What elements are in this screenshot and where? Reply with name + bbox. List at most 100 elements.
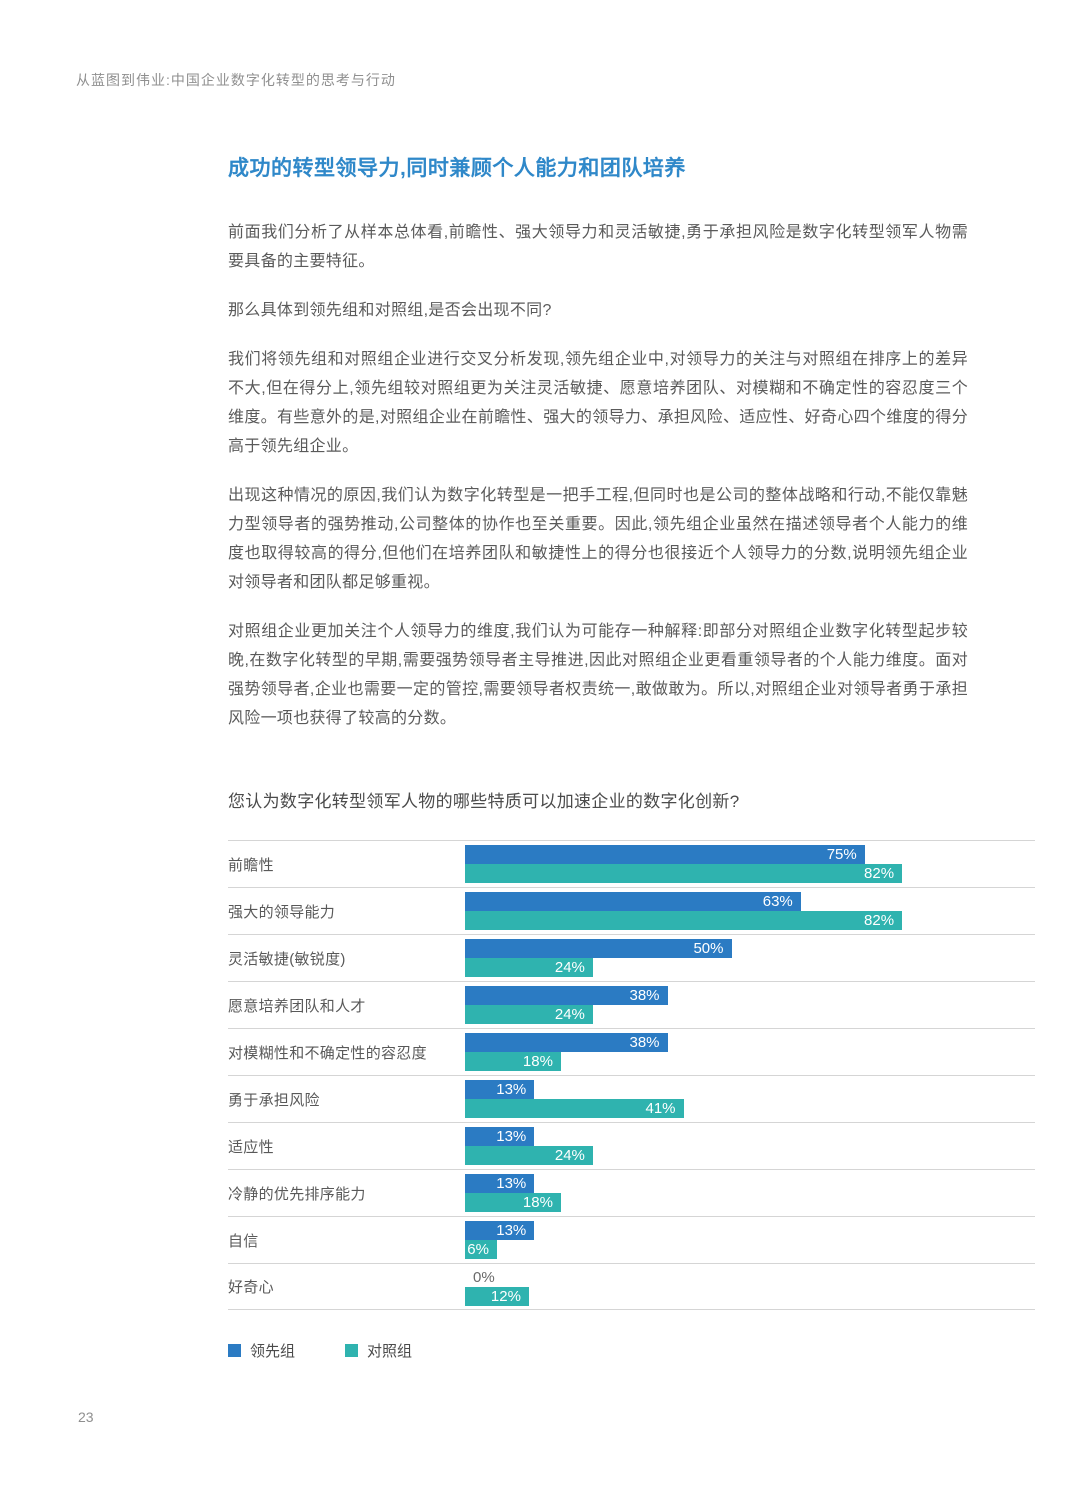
paragraph: 出现这种情况的原因,我们认为数字化转型是一把手工程,但同时也是公司的整体战略和行… <box>228 487 968 591</box>
bar-line: 13% <box>465 1127 1035 1146</box>
category-label: 勇于承担风险 <box>228 1091 320 1109</box>
bar-group: 0% 12% <box>465 1268 1035 1306</box>
bar: 12% <box>465 1286 529 1306</box>
bar-line: 38% <box>465 986 1035 1005</box>
paragraph: 我们将领先组和对照组企业进行交叉分析发现,领先组企业中,对领导力的关注与对照组在… <box>228 351 968 455</box>
bar-value-label: 12% <box>490 1287 521 1305</box>
category-label: 好奇心 <box>228 1279 274 1296</box>
bar-value-label: 13% <box>496 1128 527 1145</box>
chart-row: 适应性 13% 24% <box>228 1122 1035 1169</box>
legend-label-leading-group: 领先组 <box>250 1343 296 1360</box>
bar-group: 63% 82% <box>465 892 1035 930</box>
bar-value-label: 63% <box>762 893 793 910</box>
bar: 38% <box>465 1033 668 1052</box>
section-heading: 成功的转型领导力,同时兼顾个人能力和团队培养 <box>228 157 686 180</box>
legend-item-leading-group: 领先组 <box>228 1340 295 1361</box>
bar-line: 13% <box>465 1174 1035 1193</box>
bar: 41% <box>465 1099 684 1118</box>
legend-label-control-group: 对照组 <box>367 1343 413 1360</box>
bar-line: 24% <box>465 1146 1035 1165</box>
bar: 18% <box>465 1193 561 1212</box>
bar-line: 24% <box>465 958 1035 977</box>
bar-line: 82% <box>465 864 1035 883</box>
bar-value-label: 13% <box>496 1081 527 1098</box>
bar-line: 0% <box>465 1268 1035 1287</box>
bar-group: 13% 18% <box>465 1174 1035 1212</box>
bar: 82% <box>465 911 903 930</box>
paragraph: 前面我们分析了从样本总体看,前瞻性、强大领导力和灵活敏捷,勇于承担风险是数字化转… <box>228 224 968 270</box>
document-header: 从蓝图到伟业:中国企业数字化转型的思考与行动 <box>76 72 396 88</box>
category-label: 冷静的优先排序能力 <box>228 1185 366 1203</box>
category-label: 灵活敏捷(敏锐度) <box>228 950 346 968</box>
chart-row: 好奇心 0% 12% <box>228 1263 1035 1310</box>
bar-chart: 前瞻性 75% 82% 强大的领导能力 63% 82% 灵活敏捷(敏锐度) 50% 24% 愿意培… <box>228 840 1035 1310</box>
bar-group: 13% 6% <box>465 1221 1035 1259</box>
chart-row: 对模糊性和不确定性的容忍度 38% 18% <box>228 1028 1035 1075</box>
bar-value-label: 50% <box>693 940 724 957</box>
bar: 24% <box>465 1146 593 1165</box>
bar-value-label: 82% <box>864 912 895 929</box>
category-label: 对模糊性和不确定性的容忍度 <box>228 1044 427 1062</box>
paragraph: 那么具体到领先组和对照组,是否会出现不同? <box>228 302 552 319</box>
chart-row: 愿意培养团队和人才 38% 24% <box>228 981 1035 1028</box>
category-label: 强大的领导能力 <box>228 903 336 921</box>
bar: 75% <box>465 845 865 864</box>
bar-value-label: 75% <box>826 846 857 863</box>
bar-value-label: 18% <box>522 1053 553 1070</box>
chart-row: 前瞻性 75% 82% <box>228 840 1035 887</box>
bar-line: 50% <box>465 939 1035 958</box>
content-column: 成功的转型领导力,同时兼顾个人能力和团队培养 前面我们分析了从样本总体看,前瞻性… <box>228 152 1035 1361</box>
bar-group: 50% 24% <box>465 939 1035 977</box>
category-label: 前瞻性 <box>228 856 274 874</box>
bar-line: 82% <box>465 911 1035 930</box>
bar: 50% <box>465 939 732 958</box>
bar: 82% <box>465 864 903 883</box>
bar-value-label: 24% <box>554 1147 585 1164</box>
bar-group: 13% 24% <box>465 1127 1035 1165</box>
bar-line: 18% <box>465 1193 1035 1212</box>
bar: 13% <box>465 1174 535 1193</box>
bar: 24% <box>465 958 593 977</box>
chart-question: 您认为数字化转型领军人物的哪些特质可以加速企业的数字化创新? <box>228 792 740 811</box>
bar: 13% <box>465 1221 535 1240</box>
legend-item-control-group: 对照组 <box>345 1340 412 1361</box>
bar-line: 75% <box>465 845 1035 864</box>
page-number: 23 <box>78 1409 94 1425</box>
bar-value-label: 41% <box>645 1100 676 1117</box>
bar-line: 24% <box>465 1005 1035 1024</box>
bar-line: 41% <box>465 1099 1035 1118</box>
chart-row: 强大的领导能力 63% 82% <box>228 887 1035 934</box>
category-label: 适应性 <box>228 1138 274 1156</box>
bar-group: 38% 18% <box>465 1033 1035 1071</box>
bar: 6% <box>465 1240 497 1259</box>
bar-line: 18% <box>465 1052 1035 1071</box>
bar-group: 75% 82% <box>465 845 1035 883</box>
bar-value-label: 0% <box>473 1268 495 1286</box>
chart-row: 自信 13% 6% <box>228 1216 1035 1263</box>
bar-value-label: 24% <box>554 959 585 976</box>
bar-line: 13% <box>465 1221 1035 1240</box>
bar-line: 13% <box>465 1080 1035 1099</box>
bar-value-label: 38% <box>629 987 660 1004</box>
bar-value-label: 6% <box>467 1241 489 1258</box>
category-label: 自信 <box>228 1232 259 1250</box>
bar-value-label: 18% <box>522 1194 553 1211</box>
legend-swatch-control-group <box>345 1344 359 1357</box>
chart-row: 冷静的优先排序能力 13% 18% <box>228 1169 1035 1216</box>
bar: 18% <box>465 1052 561 1071</box>
category-label: 愿意培养团队和人才 <box>228 997 366 1015</box>
bar: 63% <box>465 892 801 911</box>
bar-group: 13% 41% <box>465 1080 1035 1118</box>
bar-value-label: 38% <box>629 1034 660 1051</box>
chart-legend: 领先组 对照组 <box>228 1340 1035 1361</box>
chart-row: 灵活敏捷(敏锐度) 50% 24% <box>228 934 1035 981</box>
bar: 38% <box>465 986 668 1005</box>
bar-line: 12% <box>465 1286 1035 1306</box>
bar: 13% <box>465 1127 535 1146</box>
legend-swatch-leading-group <box>228 1344 241 1357</box>
bar-group: 38% 24% <box>465 986 1035 1024</box>
bar-line: 6% <box>465 1240 1035 1259</box>
bar-value-label: 24% <box>554 1006 585 1023</box>
bar-value-label: 13% <box>496 1175 527 1192</box>
